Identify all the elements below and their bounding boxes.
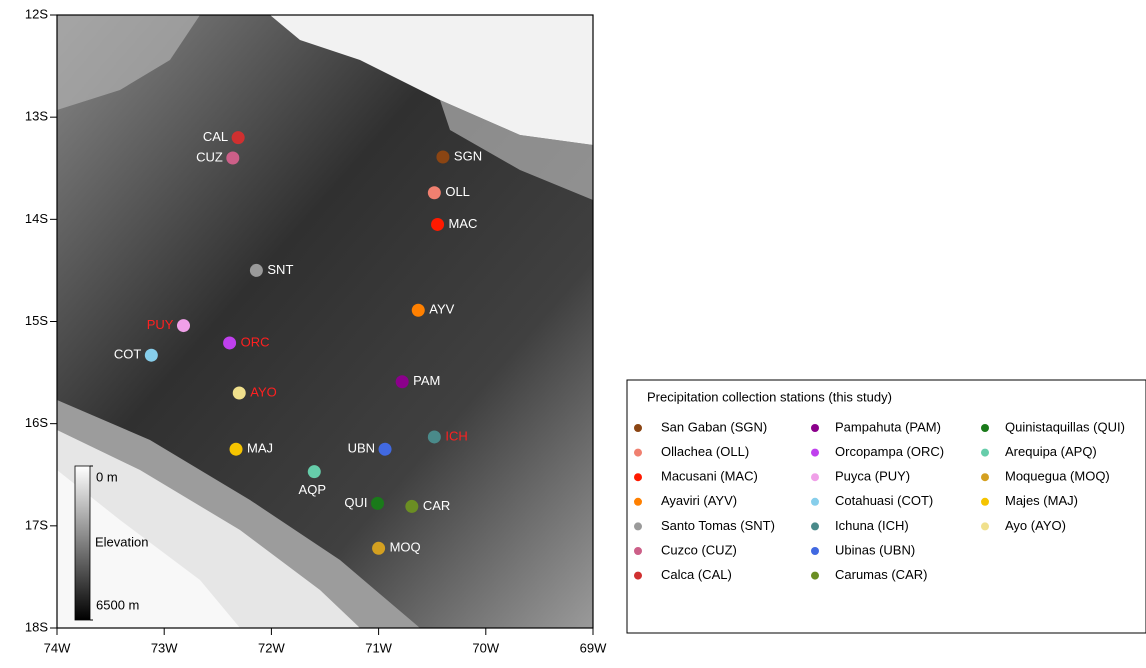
station-label: OLL: [445, 184, 470, 199]
legend-marker: [811, 473, 819, 481]
station-marker: [405, 500, 418, 513]
legend-marker: [634, 473, 642, 481]
station-marker: [372, 542, 385, 555]
legend-marker: [811, 547, 819, 555]
y-tick-label: 15S: [25, 313, 48, 328]
station-marker: [177, 319, 190, 332]
legend-label: Pampahuta (PAM): [835, 419, 941, 434]
y-tick-label: 12S: [25, 6, 48, 21]
legend-label: Cotahuasi (COT): [835, 493, 933, 508]
station-marker: [233, 387, 246, 400]
station-marker: [232, 131, 245, 144]
station-marker: [371, 497, 384, 510]
station-label: AYV: [429, 302, 454, 317]
station-marker: [223, 336, 236, 349]
colorbar-label: Elevation: [95, 534, 148, 549]
legend-title: Precipitation collection stations (this …: [647, 389, 892, 404]
x-tick-label: 69W: [580, 640, 607, 655]
legend-marker: [634, 547, 642, 555]
station-label: PAM: [413, 373, 440, 388]
legend-label: Ichuna (ICH): [835, 518, 909, 533]
legend-label: Macusani (MAC): [661, 469, 758, 484]
legend-label: Majes (MAJ): [1005, 493, 1078, 508]
x-tick-label: 70W: [472, 640, 499, 655]
station-marker: [428, 430, 441, 443]
station-label: COT: [114, 347, 142, 362]
station-label: CAL: [203, 129, 228, 144]
legend-label: Puyca (PUY): [835, 469, 910, 484]
legend-label: San Gaban (SGN): [661, 419, 767, 434]
station-label: SGN: [454, 148, 482, 163]
colorbar-tick-label: 0 m: [96, 469, 118, 484]
station-marker: [230, 443, 243, 456]
legend-marker: [981, 473, 989, 481]
legend-label: Ayaviri (AYV): [661, 493, 737, 508]
station-label: PUY: [147, 317, 174, 332]
legend-marker: [634, 449, 642, 457]
y-tick-label: 18S: [25, 619, 48, 634]
legend-label: Santo Tomas (SNT): [661, 518, 775, 533]
legend-marker: [634, 572, 642, 580]
legend-marker: [811, 498, 819, 506]
legend-marker: [634, 522, 642, 530]
colorbar: [75, 466, 90, 620]
legend-marker: [634, 498, 642, 506]
station-marker: [379, 443, 392, 456]
legend-marker: [811, 449, 819, 457]
legend-marker: [981, 498, 989, 506]
y-tick-label: 16S: [25, 415, 48, 430]
station-marker: [226, 152, 239, 165]
legend-label: Orcopampa (ORC): [835, 444, 944, 459]
station-label: ORC: [241, 334, 270, 349]
station-marker: [250, 264, 263, 277]
legend-marker: [811, 424, 819, 432]
station-label: MOQ: [390, 540, 421, 555]
station-label: CAR: [423, 498, 450, 513]
station-label: QUI: [344, 495, 367, 510]
legend-label: Cuzco (CUZ): [661, 542, 737, 557]
station-marker: [145, 349, 158, 362]
station-label: CUZ: [196, 149, 223, 164]
legend-marker: [981, 449, 989, 457]
station-marker: [428, 186, 441, 199]
legend-label: Ayo (AYO): [1005, 518, 1066, 533]
legend-marker: [811, 572, 819, 580]
legend-label: Calca (CAL): [661, 567, 732, 582]
y-tick-label: 13S: [25, 109, 48, 124]
station-label: SNT: [267, 262, 293, 277]
legend-label: Carumas (CAR): [835, 567, 927, 582]
x-tick-label: 73W: [151, 640, 178, 655]
x-tick-label: 74W: [44, 640, 71, 655]
legend-marker: [981, 522, 989, 530]
legend-label: Ubinas (UBN): [835, 542, 915, 557]
station-marker: [436, 151, 449, 164]
legend-label: Ollachea (OLL): [661, 444, 749, 459]
legend-marker: [634, 424, 642, 432]
station-marker: [308, 465, 321, 478]
legend-marker: [981, 424, 989, 432]
station-label: UBN: [348, 441, 375, 456]
legend-label: Arequipa (APQ): [1005, 444, 1097, 459]
y-tick-label: 14S: [25, 211, 48, 226]
colorbar-tick-label: 6500 m: [96, 597, 139, 612]
x-tick-label: 72W: [258, 640, 285, 655]
station-marker: [396, 375, 409, 388]
station-marker: [412, 304, 425, 317]
station-marker: [431, 218, 444, 231]
figure: 74W 73W 72W 71W 70W 69W 12S 13S 14S 15S 16S 17S 18S 0…: [0, 0, 1146, 663]
y-tick-label: 17S: [25, 517, 48, 532]
station-label: AYO: [250, 384, 276, 399]
station-label: MAC: [449, 216, 478, 231]
legend-label: Quinistaquillas (QUI): [1005, 419, 1125, 434]
legend-marker: [811, 522, 819, 530]
legend-label: Moquegua (MOQ): [1005, 469, 1110, 484]
x-tick-label: 71W: [365, 640, 392, 655]
station-label: ICH: [445, 428, 467, 443]
station-label: AQP: [299, 482, 326, 497]
station-label: MAJ: [247, 441, 273, 456]
